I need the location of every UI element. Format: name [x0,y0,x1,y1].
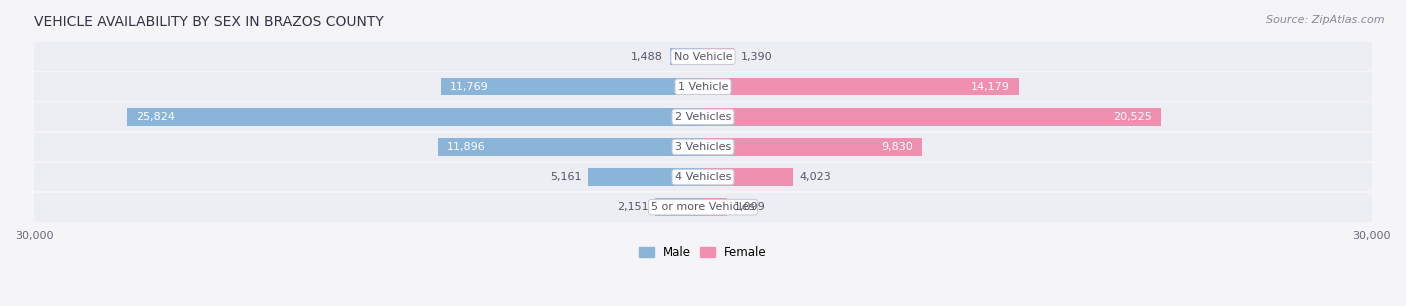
Bar [34,72,1372,101]
Legend: Male, Female: Male, Female [636,242,770,263]
Text: 25,824: 25,824 [136,112,176,122]
Bar [34,162,1372,192]
Bar [34,103,1372,131]
Bar [703,48,734,65]
Text: 2 Vehicles: 2 Vehicles [675,112,731,122]
Text: 5 or more Vehicles: 5 or more Vehicles [651,202,755,212]
Text: 5,161: 5,161 [550,172,581,182]
Text: 11,769: 11,769 [450,82,488,92]
Text: 4,023: 4,023 [800,172,831,182]
Text: 9,830: 9,830 [882,142,914,152]
Bar [703,168,793,186]
Text: 14,179: 14,179 [972,82,1010,92]
Text: 20,525: 20,525 [1114,112,1152,122]
Text: Source: ZipAtlas.com: Source: ZipAtlas.com [1267,15,1385,25]
Bar [655,198,703,216]
Bar [669,48,703,65]
Text: No Vehicle: No Vehicle [673,52,733,62]
Text: 1,390: 1,390 [741,52,772,62]
Text: 1,488: 1,488 [631,52,664,62]
Bar [703,138,922,156]
Text: 4 Vehicles: 4 Vehicles [675,172,731,182]
Bar [128,108,703,125]
Text: 11,896: 11,896 [447,142,485,152]
Text: VEHICLE AVAILABILITY BY SEX IN BRAZOS COUNTY: VEHICLE AVAILABILITY BY SEX IN BRAZOS CO… [34,15,384,29]
Text: 1 Vehicle: 1 Vehicle [678,82,728,92]
Text: 3 Vehicles: 3 Vehicles [675,142,731,152]
Bar [34,42,1372,71]
Bar [34,132,1372,161]
Bar [703,198,727,216]
Text: 2,151: 2,151 [617,202,648,212]
Bar [437,138,703,156]
Bar [34,193,1372,222]
Text: 1,099: 1,099 [734,202,766,212]
Bar [703,108,1160,125]
Bar [588,168,703,186]
Bar [440,78,703,95]
Bar [703,78,1019,95]
